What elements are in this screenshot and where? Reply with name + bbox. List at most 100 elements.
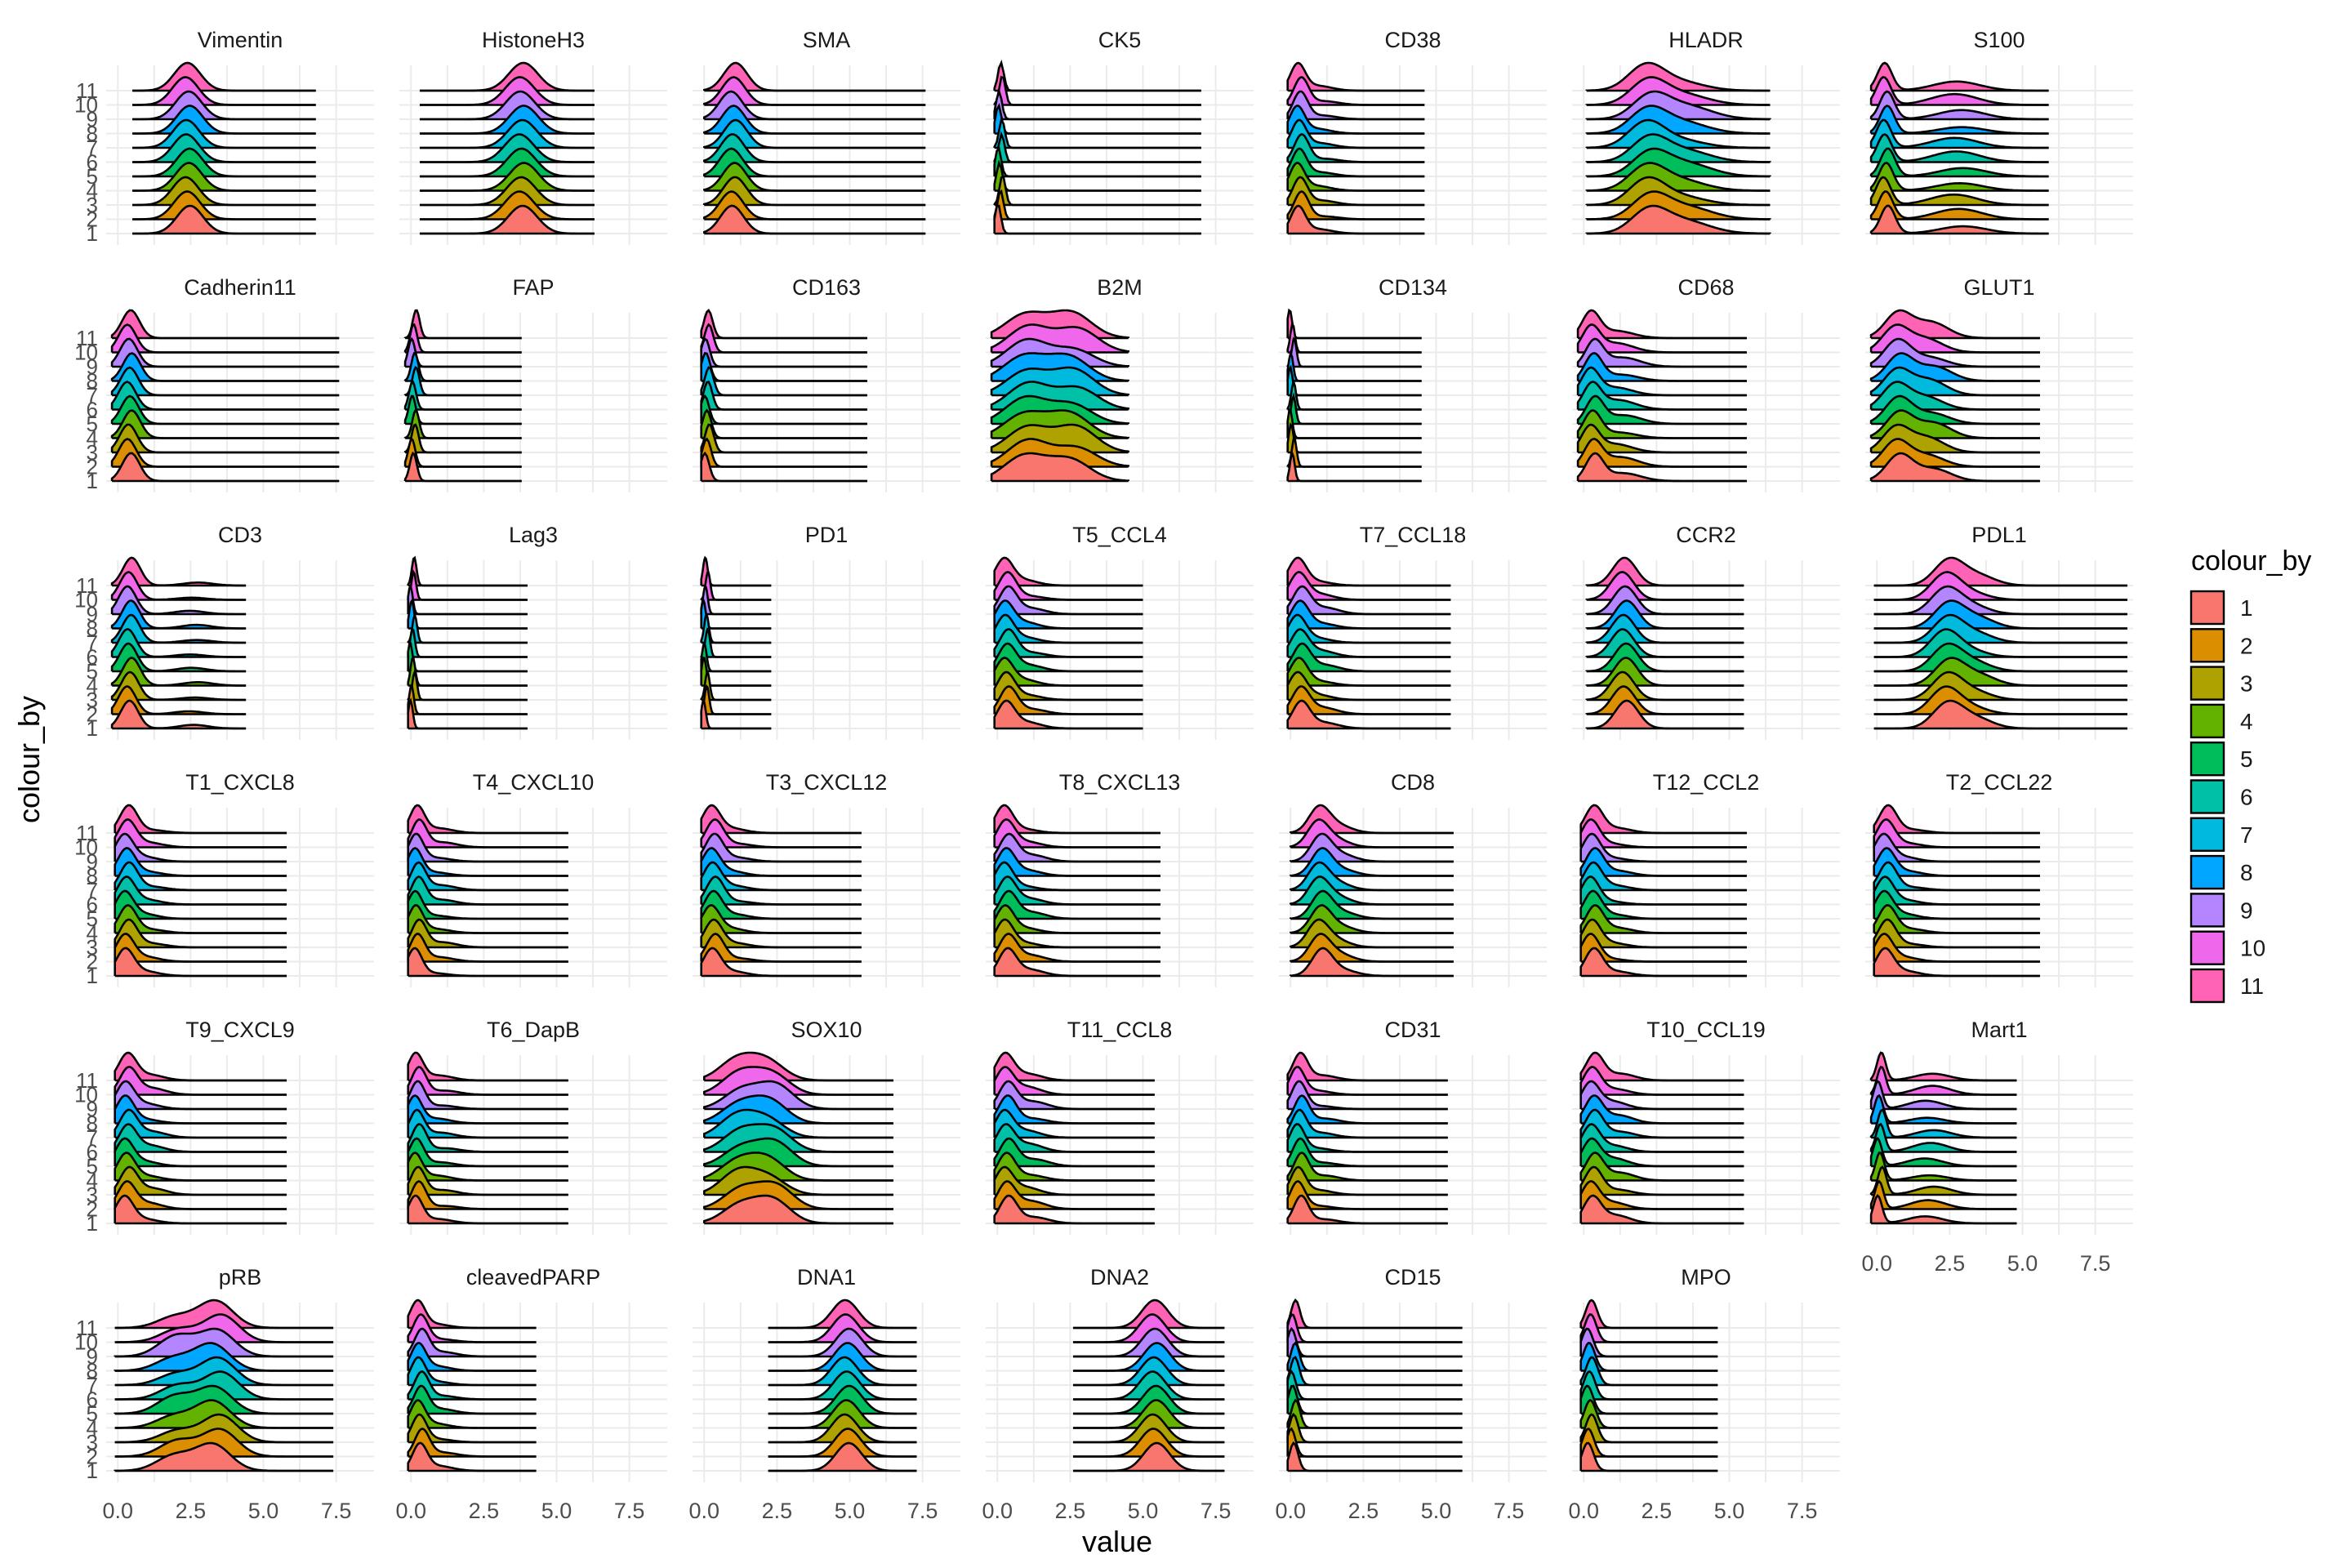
facet-title: S100 xyxy=(1973,28,2025,52)
facet-title: Vimentin xyxy=(198,28,283,52)
y-tick-label: 2 xyxy=(87,455,98,479)
facet-title: T1_CXCL8 xyxy=(185,770,295,795)
y-tick-label: 11 xyxy=(76,821,98,845)
ridge-T2_CCL22-11 xyxy=(1873,804,2040,835)
x-tick-label: 0.0 xyxy=(1568,1499,1599,1523)
legend-label: 7 xyxy=(2240,822,2253,848)
facet-SOX10: SOX10 xyxy=(693,1018,960,1235)
y-tick-label: 11 xyxy=(76,1068,98,1093)
legend-key-3 xyxy=(2189,666,2225,701)
y-tick-label: 3 xyxy=(87,193,98,217)
facet-title: PDL1 xyxy=(1971,523,2027,547)
y-tick-label: 2 xyxy=(87,207,98,232)
facet-T7_CCL18: T7_CCL18 xyxy=(1279,523,1547,740)
ridge-T9_CXCL9-11 xyxy=(114,1051,287,1082)
facet-CD163: CD163 xyxy=(693,275,960,492)
facet-T4_CXCL10: T4_CXCL10 xyxy=(399,770,667,987)
facet-title: cleavedPARP xyxy=(466,1265,601,1290)
y-tick-label: 8 xyxy=(87,1111,98,1136)
ridge-CCR2-11 xyxy=(1585,556,1744,587)
legend-label: 2 xyxy=(2240,633,2253,658)
facet-title: T12_CCL2 xyxy=(1653,770,1760,795)
x-tick-label: 5.0 xyxy=(1421,1499,1452,1523)
facet-S100: S100 xyxy=(1865,28,2133,245)
facet-title: CD15 xyxy=(1384,1265,1441,1290)
y-tick-label: 2 xyxy=(87,1197,98,1222)
legend-label: 4 xyxy=(2240,709,2253,734)
ridge-PD1-11 xyxy=(700,555,772,587)
legend-key-2 xyxy=(2189,628,2225,663)
facet-T11_CCL8: T11_CCL8 xyxy=(986,1018,1254,1235)
y-tick-label: 3 xyxy=(87,935,98,960)
x-tick-label: 2.5 xyxy=(1935,1251,1966,1276)
ridge-B2M-1 xyxy=(990,452,1129,482)
facet-CD134: CD134 xyxy=(1279,275,1547,492)
y-tick-label: 1 xyxy=(87,716,98,741)
ridge-Vimentin-11 xyxy=(132,61,316,92)
legend-label: 5 xyxy=(2240,746,2253,772)
facet-HLADR: HLADR xyxy=(1572,28,1840,245)
legend-label: 1 xyxy=(2240,595,2253,621)
y-tick-label: 1 xyxy=(87,964,98,988)
x-tick-label: 2.5 xyxy=(762,1499,793,1523)
ridge-T3_CXCL12-11 xyxy=(700,804,862,835)
y-tick-label: 4 xyxy=(87,1416,98,1441)
y-tick-label: 10 xyxy=(74,835,98,860)
x-tick-label: 7.5 xyxy=(321,1499,352,1523)
facet-CD68: CD68 xyxy=(1572,275,1840,492)
facet-title: CD3 xyxy=(218,523,262,547)
y-tick-label: 7 xyxy=(87,630,98,655)
facet-title: Cadherin11 xyxy=(184,275,296,300)
facet-title: Mart1 xyxy=(1971,1018,2027,1042)
y-tick-label: 4 xyxy=(87,674,98,698)
legend-key-1 xyxy=(2189,590,2225,626)
y-axis-title: colour_by xyxy=(12,696,46,823)
facet-title: T9_CXCL9 xyxy=(185,1018,295,1042)
ridge-T4_CXCL10-11 xyxy=(407,804,568,835)
facet-B2M: B2M xyxy=(986,275,1254,492)
y-tick-label: 8 xyxy=(87,369,98,394)
legend-label: 9 xyxy=(2240,898,2253,923)
facet-title: SMA xyxy=(803,28,851,52)
y-tick-label: 9 xyxy=(87,107,98,131)
y-tick-label: 6 xyxy=(87,893,98,917)
y-tick-label: 6 xyxy=(87,1388,98,1412)
y-tick-label: 10 xyxy=(74,93,98,118)
y-tick-label: 5 xyxy=(87,906,98,931)
x-tick-label: 0.0 xyxy=(1275,1499,1306,1523)
ridge-T1_CXCL8-11 xyxy=(114,804,287,835)
x-tick-label: 7.5 xyxy=(1494,1499,1525,1523)
facet-title: T8_CXCL13 xyxy=(1059,770,1181,795)
legend-label: 6 xyxy=(2240,785,2253,810)
x-tick-label: 7.5 xyxy=(1787,1499,1818,1523)
ridge-Mart1-11 xyxy=(1869,1051,2017,1082)
y-tick-label: 9 xyxy=(87,1344,98,1369)
facet-title: CK5 xyxy=(1098,28,1142,52)
x-tick-label: 7.5 xyxy=(1200,1499,1232,1523)
legend-key-6 xyxy=(2189,779,2225,814)
ridge-HLADR-11 xyxy=(1585,61,1771,92)
y-tick-label: 1 xyxy=(87,221,98,246)
x-tick-label: 0.0 xyxy=(395,1499,426,1523)
facet-title: PD1 xyxy=(805,523,849,547)
y-tick-label: 11 xyxy=(76,1316,98,1340)
facet-title: CD134 xyxy=(1379,275,1447,300)
y-tick-label: 5 xyxy=(87,164,98,189)
x-tick-label: 2.5 xyxy=(469,1499,500,1523)
y-tick-label: 11 xyxy=(76,78,98,103)
y-tick-label: 7 xyxy=(87,878,98,902)
y-tick-label: 3 xyxy=(87,688,98,712)
facet-title: B2M xyxy=(1097,275,1143,300)
ridge-CK5-11 xyxy=(993,60,1201,92)
facet-title: DNA2 xyxy=(1090,1265,1149,1290)
facet-DNA2: DNA2 0.0 2.5 5.0 7.5 xyxy=(982,1265,1254,1523)
facet-Lag3: Lag3 xyxy=(399,523,667,740)
